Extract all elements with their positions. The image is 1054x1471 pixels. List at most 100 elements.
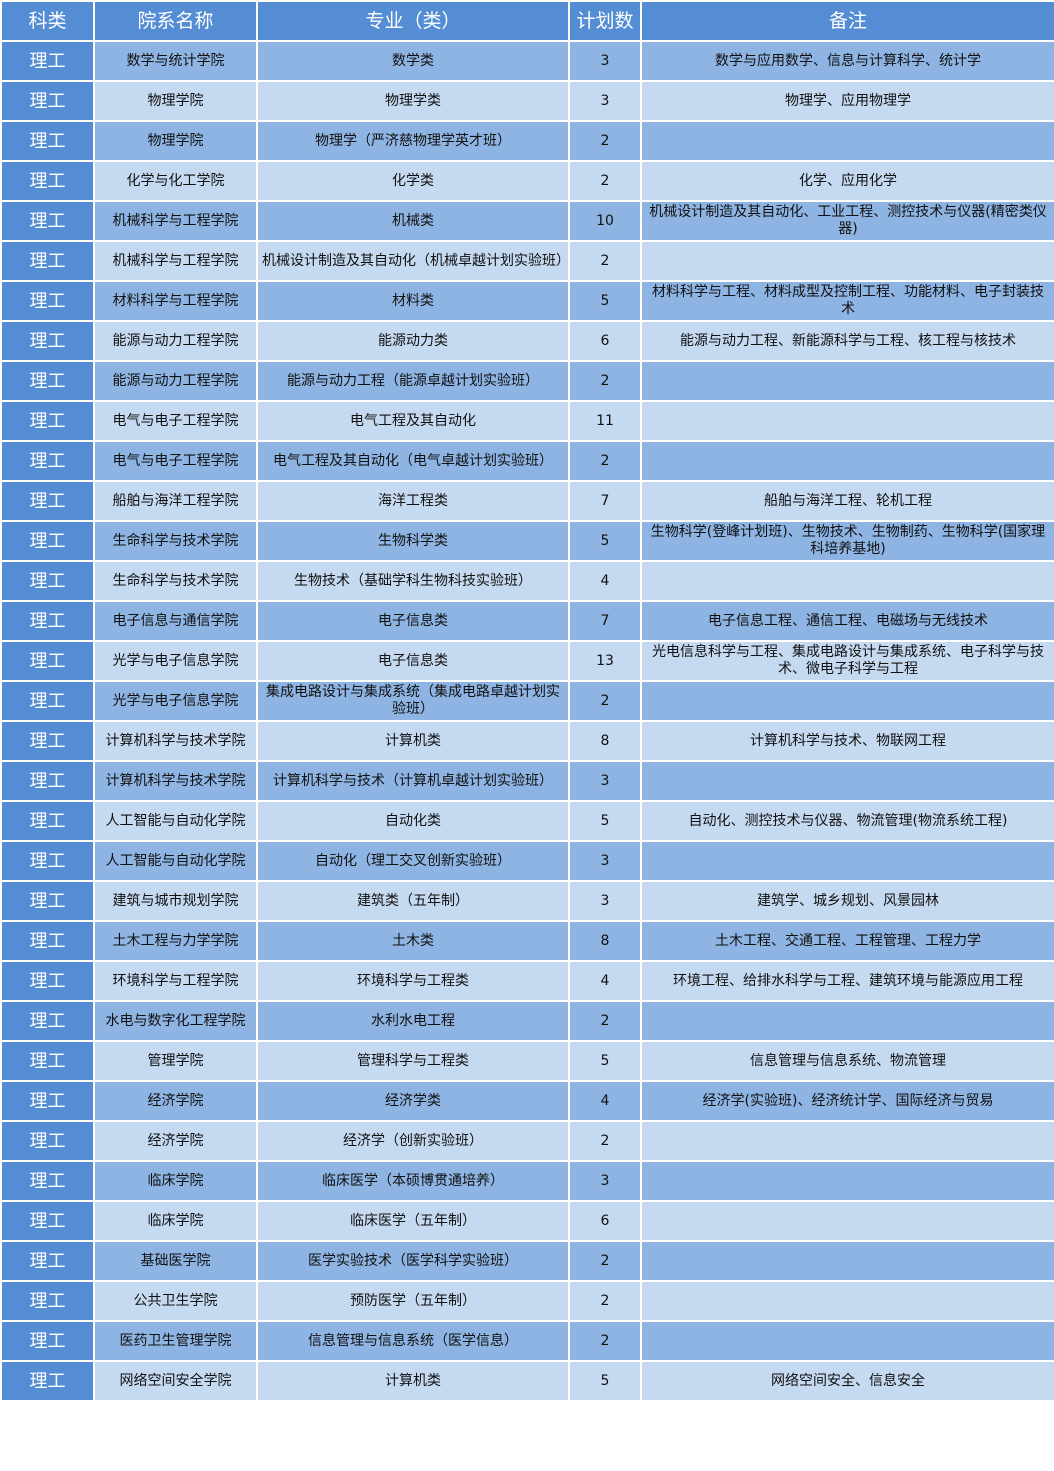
notes-cell: 信息管理与信息系统、物流管理 xyxy=(640,1040,1054,1082)
category-cell: 理工 xyxy=(0,1320,95,1362)
major-cell: 能源动力类 xyxy=(256,320,570,362)
major-cell: 能源与动力工程（能源卓越计划实验班） xyxy=(256,360,570,402)
department-cell: 能源与动力工程学院 xyxy=(93,320,258,362)
major-cell: 机械设计制造及其自动化（机械卓越计划实验班） xyxy=(256,240,570,282)
notes-cell xyxy=(640,1240,1054,1282)
major-cell: 信息管理与信息系统（医学信息） xyxy=(256,1320,570,1362)
notes-cell xyxy=(640,360,1054,402)
header-plan-count: 计划数 xyxy=(568,0,642,42)
major-cell: 计算机科学与技术（计算机卓越计划实验班） xyxy=(256,760,570,802)
table-row: 理工 人工智能与自动化学院 自动化（理工交叉创新实验班） 3 xyxy=(0,840,1054,882)
major-cell: 医学实验技术（医学科学实验班） xyxy=(256,1240,570,1282)
table-row: 理工 能源与动力工程学院 能源与动力工程（能源卓越计划实验班） 2 xyxy=(0,360,1054,402)
plan-count-cell: 11 xyxy=(568,400,642,442)
category-cell: 理工 xyxy=(0,40,95,82)
notes-cell: 经济学(实验班)、经济统计学、国际经济与贸易 xyxy=(640,1080,1054,1122)
notes-cell xyxy=(640,1000,1054,1042)
category-cell: 理工 xyxy=(0,880,95,922)
category-cell: 理工 xyxy=(0,840,95,882)
table-row: 理工 网络空间安全学院 计算机类 5 网络空间安全、信息安全 xyxy=(0,1360,1054,1402)
major-cell: 电气工程及其自动化 xyxy=(256,400,570,442)
table-row: 理工 材料科学与工程学院 材料类 5 材料科学与工程、材料成型及控制工程、功能材料、电子… xyxy=(0,280,1054,322)
major-cell: 材料类 xyxy=(256,280,570,322)
department-cell: 建筑与城市规划学院 xyxy=(93,880,258,922)
department-cell: 经济学院 xyxy=(93,1120,258,1162)
department-cell: 电子信息与通信学院 xyxy=(93,600,258,642)
plan-count-cell: 2 xyxy=(568,160,642,202)
department-cell: 计算机科学与技术学院 xyxy=(93,720,258,762)
table-row: 理工 水电与数字化工程学院 水利水电工程 2 xyxy=(0,1000,1054,1042)
plan-count-cell: 3 xyxy=(568,880,642,922)
plan-count-cell: 13 xyxy=(568,640,642,682)
major-cell: 自动化（理工交叉创新实验班） xyxy=(256,840,570,882)
major-cell: 经济学类 xyxy=(256,1080,570,1122)
table-row: 理工 电子信息与通信学院 电子信息类 7 电子信息工程、通信工程、电磁场与无线技术 xyxy=(0,600,1054,642)
major-cell: 物理学类 xyxy=(256,80,570,122)
department-cell: 经济学院 xyxy=(93,1080,258,1122)
category-cell: 理工 xyxy=(0,1160,95,1202)
department-cell: 机械科学与工程学院 xyxy=(93,200,258,242)
table-row: 理工 土木工程与力学学院 土木类 8 土木工程、交通工程、工程管理、工程力学 xyxy=(0,920,1054,962)
plan-count-cell: 2 xyxy=(568,1320,642,1362)
category-cell: 理工 xyxy=(0,360,95,402)
major-cell: 电气工程及其自动化（电气卓越计划实验班） xyxy=(256,440,570,482)
department-cell: 计算机科学与技术学院 xyxy=(93,760,258,802)
header-major: 专业（类） xyxy=(256,0,570,42)
department-cell: 物理学院 xyxy=(93,120,258,162)
notes-cell: 数学与应用数学、信息与计算科学、统计学 xyxy=(640,40,1054,82)
department-cell: 能源与动力工程学院 xyxy=(93,360,258,402)
table-row: 理工 物理学院 物理学（严济慈物理学英才班） 2 xyxy=(0,120,1054,162)
table-row: 理工 公共卫生学院 预防医学（五年制） 2 xyxy=(0,1280,1054,1322)
department-cell: 材料科学与工程学院 xyxy=(93,280,258,322)
plan-count-cell: 7 xyxy=(568,600,642,642)
plan-count-cell: 2 xyxy=(568,680,642,722)
major-cell: 土木类 xyxy=(256,920,570,962)
table-row: 理工 光学与电子信息学院 集成电路设计与集成系统（集成电路卓越计划实验班） 2 xyxy=(0,680,1054,722)
category-cell: 理工 xyxy=(0,120,95,162)
category-cell: 理工 xyxy=(0,640,95,682)
table-row: 理工 经济学院 经济学（创新实验班） 2 xyxy=(0,1120,1054,1162)
table-body: 理工 数学与统计学院 数学类 3 数学与应用数学、信息与计算科学、统计学 理工 物理学院 物理… xyxy=(0,40,1054,1402)
department-cell: 人工智能与自动化学院 xyxy=(93,800,258,842)
category-cell: 理工 xyxy=(0,1200,95,1242)
plan-count-cell: 2 xyxy=(568,1000,642,1042)
department-cell: 光学与电子信息学院 xyxy=(93,680,258,722)
notes-cell: 建筑学、城乡规划、风景园林 xyxy=(640,880,1054,922)
enrollment-plan-table: 科类 院系名称 专业（类） 计划数 备注 理工 数学与统计学院 数学类 3 数学与应用数… xyxy=(0,0,1054,1402)
table-row: 理工 管理学院 管理科学与工程类 5 信息管理与信息系统、物流管理 xyxy=(0,1040,1054,1082)
plan-count-cell: 3 xyxy=(568,80,642,122)
table-row: 理工 数学与统计学院 数学类 3 数学与应用数学、信息与计算科学、统计学 xyxy=(0,40,1054,82)
table-row: 理工 经济学院 经济学类 4 经济学(实验班)、经济统计学、国际经济与贸易 xyxy=(0,1080,1054,1122)
table-row: 理工 化学与化工学院 化学类 2 化学、应用化学 xyxy=(0,160,1054,202)
table-row: 理工 电气与电子工程学院 电气工程及其自动化 11 xyxy=(0,400,1054,442)
department-cell: 电气与电子工程学院 xyxy=(93,400,258,442)
plan-count-cell: 2 xyxy=(568,120,642,162)
notes-cell: 材料科学与工程、材料成型及控制工程、功能材料、电子封装技术 xyxy=(640,280,1054,322)
department-cell: 人工智能与自动化学院 xyxy=(93,840,258,882)
plan-count-cell: 4 xyxy=(568,960,642,1002)
major-cell: 数学类 xyxy=(256,40,570,82)
plan-count-cell: 3 xyxy=(568,840,642,882)
notes-cell xyxy=(640,120,1054,162)
department-cell: 网络空间安全学院 xyxy=(93,1360,258,1402)
table-row: 理工 临床学院 临床医学（本硕博贯通培养） 3 xyxy=(0,1160,1054,1202)
notes-cell xyxy=(640,840,1054,882)
table-row: 理工 临床学院 临床医学（五年制） 6 xyxy=(0,1200,1054,1242)
notes-cell: 土木工程、交通工程、工程管理、工程力学 xyxy=(640,920,1054,962)
department-cell: 生命科学与技术学院 xyxy=(93,560,258,602)
major-cell: 计算机类 xyxy=(256,1360,570,1402)
department-cell: 光学与电子信息学院 xyxy=(93,640,258,682)
department-cell: 化学与化工学院 xyxy=(93,160,258,202)
category-cell: 理工 xyxy=(0,720,95,762)
notes-cell: 能源与动力工程、新能源科学与工程、核工程与核技术 xyxy=(640,320,1054,362)
category-cell: 理工 xyxy=(0,800,95,842)
category-cell: 理工 xyxy=(0,160,95,202)
department-cell: 医药卫生管理学院 xyxy=(93,1320,258,1362)
plan-count-cell: 2 xyxy=(568,1240,642,1282)
plan-count-cell: 5 xyxy=(568,280,642,322)
table-row: 理工 船舶与海洋工程学院 海洋工程类 7 船舶与海洋工程、轮机工程 xyxy=(0,480,1054,522)
category-cell: 理工 xyxy=(0,520,95,562)
category-cell: 理工 xyxy=(0,400,95,442)
plan-count-cell: 8 xyxy=(568,720,642,762)
category-cell: 理工 xyxy=(0,960,95,1002)
